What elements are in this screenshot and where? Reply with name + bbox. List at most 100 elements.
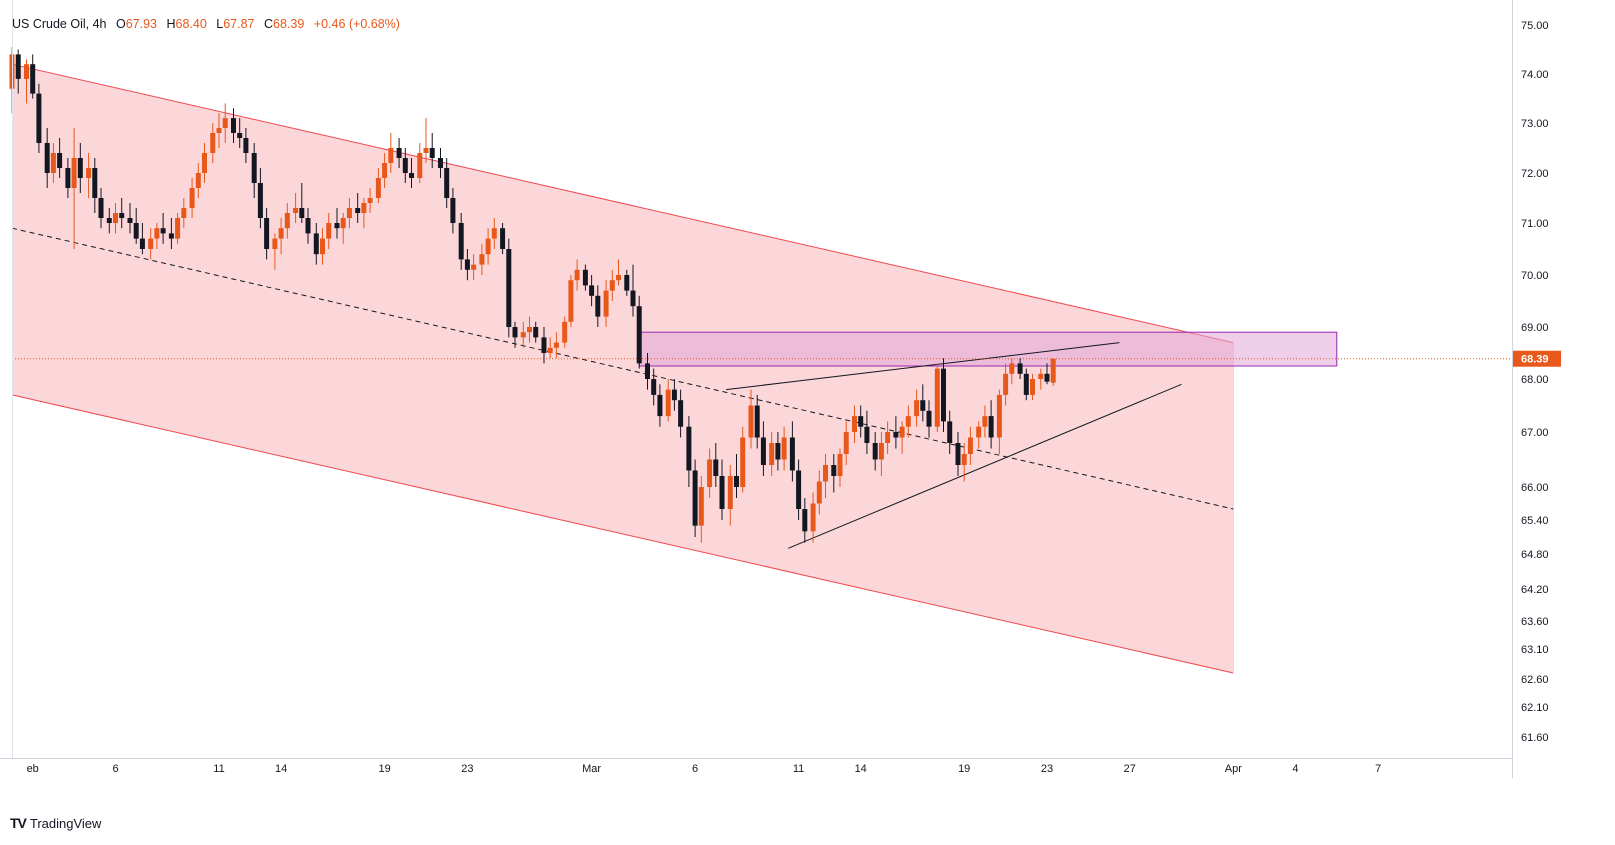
candle-body [175,218,181,239]
candle-body [195,173,201,188]
y-tick-label: 64.20 [1521,584,1549,596]
candle-body [707,459,713,487]
candle-body [98,198,104,218]
candle-body [1050,358,1056,383]
candle-body [479,254,485,265]
candle-body [837,454,843,476]
candle-body [237,133,243,138]
candle-body [547,347,553,353]
candle-body [1009,363,1015,374]
candle-body [272,238,278,249]
low-value: 67.87 [223,17,255,31]
candle-body [651,379,657,395]
candle-body [553,342,559,348]
candle-body [831,465,837,476]
x-tick-label: 14 [855,763,867,775]
candle-body [210,133,216,153]
tradingview-brand[interactable]: TV TradingView [10,815,101,831]
candle-body [686,426,692,471]
candle-body [698,487,704,526]
candle-body [754,405,760,438]
candle-body [65,168,71,188]
y-tick-label: 71.00 [1521,218,1549,230]
channel-upper-line [11,63,1234,344]
channel-lower-line [11,394,1234,674]
candle-body [36,93,42,143]
candle-body [630,290,636,307]
candle-body [222,118,228,128]
y-tick-label: 73.00 [1521,118,1549,130]
candle-body [189,188,195,208]
x-tick-label: 4 [1292,763,1298,775]
candle-body [616,275,622,281]
candle-body [92,168,98,198]
candle-body [748,405,754,438]
candle-body [181,208,187,218]
candle-body [388,148,394,163]
candle-body [367,198,373,203]
channel-fill [12,64,1234,673]
candle-body [671,389,677,401]
y-tick-label: 66.00 [1521,482,1549,494]
candle-body [284,213,290,229]
x-tick-label: 11 [213,763,224,775]
candle-body [1003,373,1009,395]
candle-body [823,465,829,482]
candle-body [810,503,816,532]
candle-body [15,54,21,79]
candle-body [127,218,133,223]
candle-body [527,327,532,333]
candle-body [541,337,547,353]
candle-body [719,476,725,509]
candle-body [603,290,609,317]
candle-body [1030,379,1036,395]
candle-body [734,476,739,487]
lower-trendline [788,383,1182,549]
close-label: C [263,17,274,31]
candle-body [299,208,305,218]
x-tick-label: 23 [1041,763,1053,775]
candle-body [409,173,415,178]
y-tick-label: 63.10 [1521,644,1549,656]
candle-body [471,264,477,270]
x-tick-label: 11 [793,763,804,775]
channel-mid-dashed-line [11,227,1234,510]
candle-body [106,218,112,223]
candle-body [305,218,311,234]
candle-body [500,228,506,249]
resistance-zone [638,331,1338,367]
y-tick-label: 72.00 [1521,168,1549,180]
candle-body [30,64,36,94]
tradingview-name: TradingView [29,815,102,831]
candle-body [506,249,512,327]
upper-trendline [726,342,1120,391]
candle-body [346,208,352,218]
x-tick-label: eb [27,763,39,775]
y-tick-label: 69.00 [1521,322,1549,334]
candle-body [941,368,946,422]
candle-body [872,443,878,460]
candle-body [885,432,891,443]
candle-body [71,158,77,188]
candle-body [878,443,884,460]
candle-body [139,238,145,249]
candle-body [816,481,822,504]
candle-body [727,476,733,509]
candle-body [278,228,284,239]
candle-body [154,228,160,239]
candle-body [967,437,973,454]
x-tick-label: 6 [112,763,118,775]
x-tick-label: 23 [461,763,473,775]
open-label: O [115,17,126,31]
candle-body [113,213,118,223]
candle-body [934,368,940,427]
candle-body [740,437,746,487]
x-tick-label: 27 [1124,763,1136,775]
candle-body [57,153,63,168]
open-value: 67.93 [125,17,157,31]
candle-body [86,168,92,178]
y-tick-label: 75.00 [1521,20,1549,32]
y-tick-label: 62.60 [1521,674,1549,686]
